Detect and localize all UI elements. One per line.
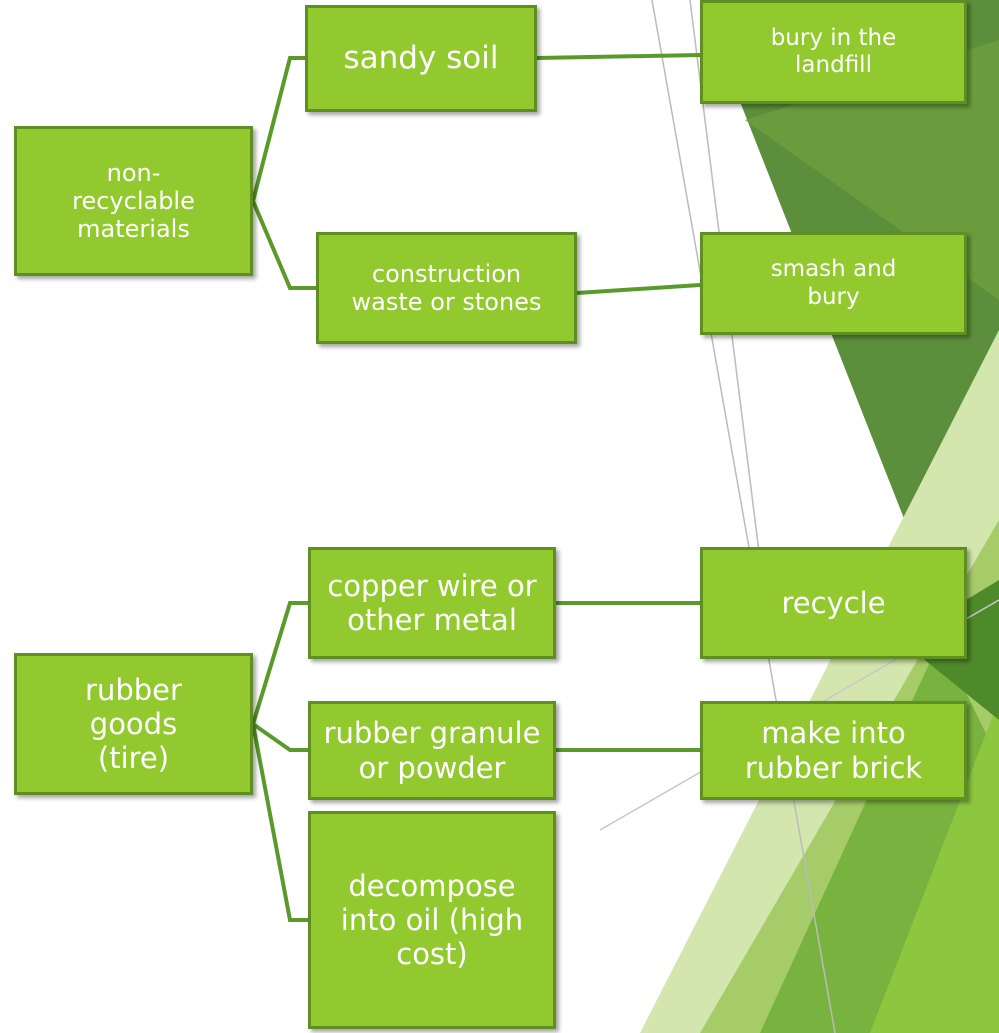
node: decompose into oil (high cost) [308,811,556,1029]
node: rubber granule or powder [308,701,556,800]
node-label: construction [371,259,522,288]
node: bury in the landfill [700,0,967,104]
node-label: rubber brick [744,750,923,785]
node-label: rubber [85,672,182,707]
node-label: (tire) [97,741,170,776]
node-label: goods [89,706,178,741]
node-label: sandy soil [343,40,499,77]
node-label: smash and [770,256,897,283]
node-label: bury [807,283,860,310]
node-label: into oil (high [340,902,524,937]
node-label: rubber granule [323,716,541,751]
connectors [250,53,701,922]
node: copper wire or other metal [308,547,556,659]
node: sandy soil [305,5,537,112]
node: make into rubber brick [700,701,967,800]
node-label: cost) [396,937,468,972]
node: construction waste or stones [316,232,577,344]
node-label: or powder [358,750,506,785]
node: smash and bury [700,232,967,335]
node-label: recyclable [72,186,195,215]
node-label: other metal [347,603,517,637]
node: rubber goods (tire) [14,653,253,795]
node-label: waste or stones [351,288,542,316]
node-label: recycle [781,585,886,620]
node-label: make into [761,716,906,751]
thin-line [651,0,836,1033]
node: non-recyclable materials [14,126,253,276]
node-label: materials [77,215,190,244]
node-label: non- [106,158,161,187]
node-label: landfill [795,52,872,78]
node-label: copper wire or [327,568,537,603]
node-label: decompose [348,868,516,903]
node-label: bury in the [770,24,897,51]
node: recycle [700,547,967,659]
